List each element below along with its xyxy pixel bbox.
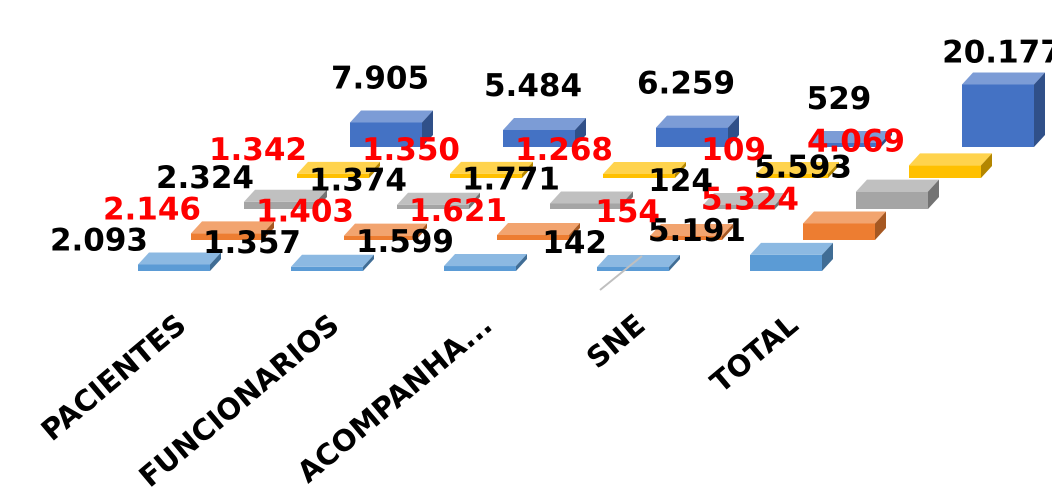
bar-s3-pacientes xyxy=(244,189,327,209)
data-label: 1.357 xyxy=(203,225,301,261)
bar-s5-sne xyxy=(809,131,892,147)
data-label: 20.177 xyxy=(942,34,1052,70)
data-label: 1.621 xyxy=(409,193,507,229)
data-label: 5.324 xyxy=(701,181,799,217)
data-label: 154 xyxy=(595,194,660,230)
bar-s2-pacientes xyxy=(191,221,274,240)
bar-s1-funcionarios xyxy=(291,254,374,271)
data-label: 529 xyxy=(807,81,872,117)
data-label: 5.593 xyxy=(754,150,852,186)
bar-s5-acompanha xyxy=(656,115,739,147)
data-label: 1.342 xyxy=(209,132,307,168)
data-label: 1.374 xyxy=(309,163,407,199)
bar-s1-acompanha xyxy=(444,254,527,271)
leader-line xyxy=(599,255,643,291)
data-label: 1.268 xyxy=(515,132,613,168)
category-label: TOTAL xyxy=(704,307,805,399)
data-label: 1.599 xyxy=(356,224,454,260)
data-label: 109 xyxy=(701,132,766,168)
data-label: 1.771 xyxy=(462,162,560,198)
bar-s1-total xyxy=(750,242,833,271)
bar-s2-acompanha xyxy=(497,222,580,240)
bar-s4-acompanha xyxy=(603,162,686,178)
data-label: 142 xyxy=(542,225,607,261)
data-label: 6.259 xyxy=(637,66,735,102)
bar-s5-total xyxy=(962,72,1045,147)
data-label: 5.191 xyxy=(648,213,746,249)
bar-s3-total xyxy=(856,179,939,209)
bar-s4-total xyxy=(909,153,992,178)
data-label: 2.146 xyxy=(103,191,201,227)
data-label: 5.484 xyxy=(484,68,582,104)
bar-s5-pacientes xyxy=(350,110,433,147)
data-label: 7.905 xyxy=(331,60,429,96)
bar-s4-funcionarios xyxy=(450,161,533,178)
bar-s1-sne xyxy=(597,255,680,271)
data-label: 2.324 xyxy=(156,160,254,196)
bar-s1-pacientes xyxy=(138,252,221,271)
data-label: 124 xyxy=(648,163,713,199)
category-label: PACIENTES xyxy=(35,307,193,447)
bar-s4-pacientes xyxy=(297,161,380,178)
data-label: 2.093 xyxy=(50,223,148,259)
bar-s2-funcionarios xyxy=(344,223,427,240)
bar-s3-sne xyxy=(703,193,786,209)
bar-s4-sne xyxy=(756,162,839,178)
category-label: SNE xyxy=(580,307,652,375)
data-label: 4.069 xyxy=(807,123,905,159)
bar-s5-funcionarios xyxy=(503,117,586,147)
bar-s3-acompanha xyxy=(550,191,633,209)
bar-s2-total xyxy=(803,211,886,240)
bar-s3-funcionarios xyxy=(397,192,480,209)
data-label: 1.350 xyxy=(362,132,460,168)
bar-s2-sne xyxy=(650,224,733,240)
data-label: 1.403 xyxy=(256,194,354,230)
